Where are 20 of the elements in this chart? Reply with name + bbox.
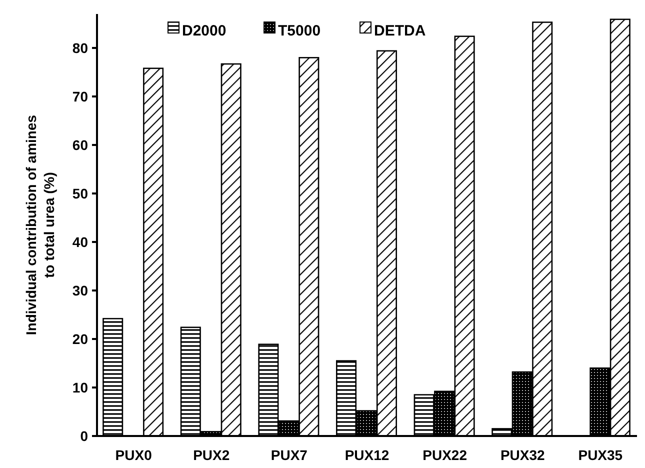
y-tick-label: 30 — [72, 282, 88, 298]
x-tick-label: PUX22 — [422, 447, 468, 463]
y-tick-label: 0 — [80, 428, 88, 444]
x-tick-label: PUX0 — [115, 447, 152, 463]
legend-label: D2000 — [182, 22, 226, 40]
legend-label: DETDA — [374, 22, 426, 40]
y-tick-label: 50 — [72, 185, 88, 202]
y-tick-label: 60 — [72, 136, 88, 153]
y-axis-title: Individual contribution of amines to total urea (%) — [23, 114, 57, 336]
x-tick-label: PUX2 — [193, 447, 230, 463]
legend-label: T5000 — [278, 22, 321, 40]
x-tick-label: PUX12 — [344, 447, 390, 463]
x-tick-label: PUX7 — [270, 447, 308, 463]
y-tick-label: 20 — [72, 330, 88, 347]
y-tick-label: 10 — [72, 379, 88, 396]
x-tick-label: PUX35 — [578, 447, 623, 463]
x-tick-label: PUX32 — [500, 447, 546, 463]
y-tick-label: 80 — [72, 40, 88, 56]
y-tick-label: 70 — [72, 88, 88, 104]
y-tick-label: 40 — [72, 234, 88, 250]
